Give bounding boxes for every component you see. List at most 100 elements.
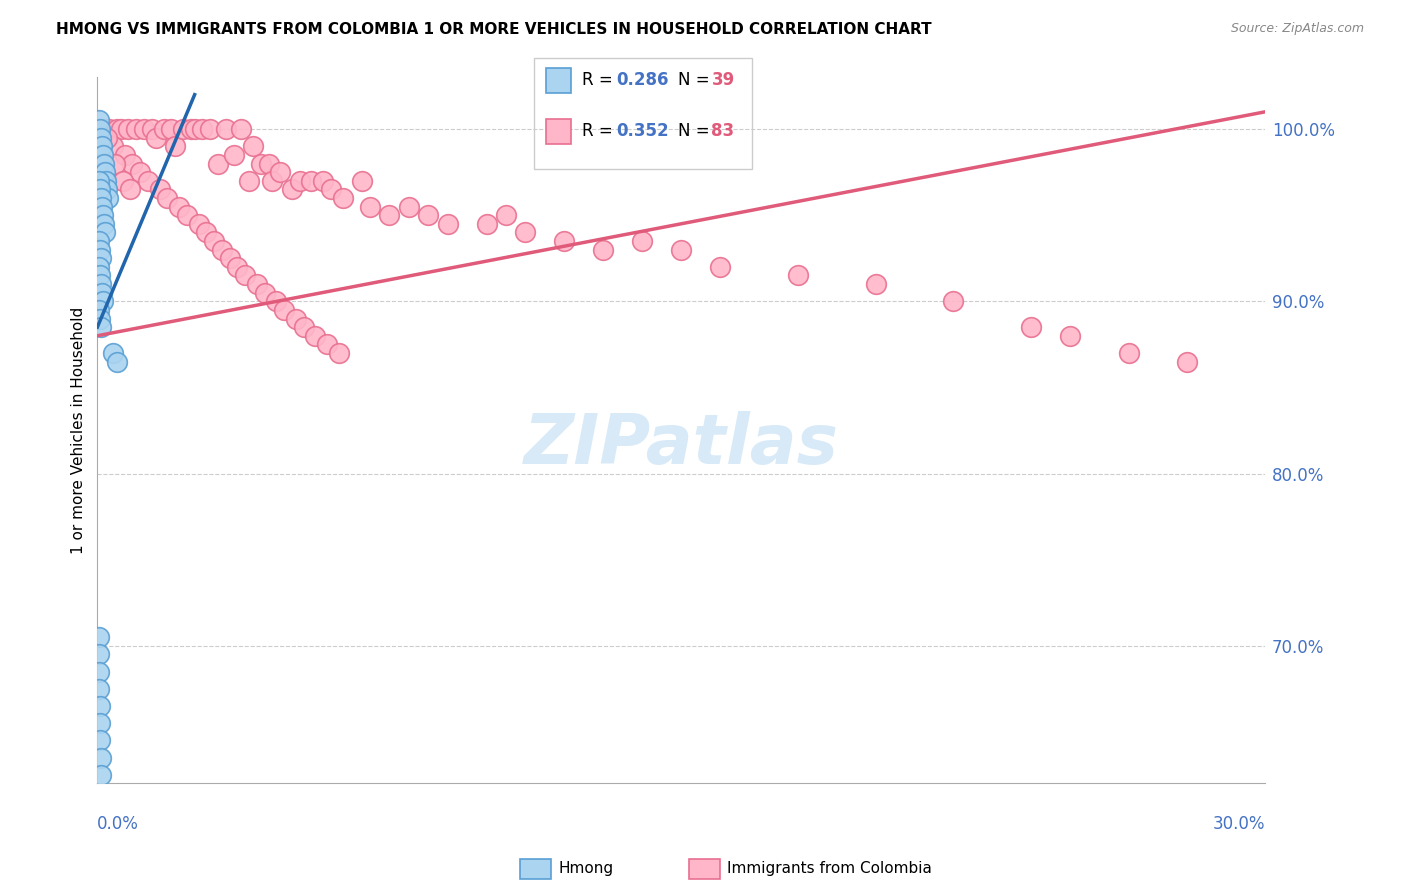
Point [98,122,121,136]
Text: R =: R = [582,122,619,140]
Point [553,234,575,248]
Point [117,122,139,136]
Point [515,226,537,240]
Point [89,716,111,731]
Point [172,122,194,136]
Point [418,208,440,222]
Point [101,346,124,360]
Text: HMONG VS IMMIGRANTS FROM COLOMBIA 1 OR MORE VEHICLES IN HOUSEHOLD CORRELATION CH: HMONG VS IMMIGRANTS FROM COLOMBIA 1 OR M… [56,22,932,37]
Point [90,130,112,145]
Point [328,346,350,360]
Text: ZIPatlas: ZIPatlas [523,411,838,478]
Point [1059,328,1081,343]
Point [195,226,218,240]
Point [378,208,401,222]
Point [475,217,498,231]
Point [91,139,114,153]
Text: N =: N = [678,71,714,89]
Point [211,243,233,257]
Point [136,174,159,188]
Point [91,200,114,214]
Text: 0.286: 0.286 [616,71,668,89]
Point [125,122,148,136]
Point [89,182,111,196]
Point [89,268,111,283]
Point [93,156,115,170]
Point [89,648,111,662]
Point [202,234,225,248]
Point [249,156,271,170]
Point [669,243,692,257]
Point [281,182,304,196]
Point [89,630,111,644]
Point [90,768,112,782]
Text: 0.0%: 0.0% [97,815,139,833]
Point [141,122,163,136]
Point [90,252,112,266]
Point [1118,346,1140,360]
Point [592,243,614,257]
Text: 0.352: 0.352 [616,122,668,140]
Point [160,122,183,136]
Point [91,294,114,309]
Point [233,268,256,283]
Point [89,122,111,136]
Point [105,122,128,136]
Point [312,174,335,188]
Point [111,174,134,188]
Point [101,139,124,153]
Text: R =: R = [582,71,619,89]
Point [156,191,179,205]
Point [215,122,238,136]
Point [96,130,118,145]
Point [104,156,127,170]
Point [89,243,111,257]
Point [129,165,152,179]
Point [786,268,808,283]
Point [1175,354,1198,368]
Point [222,148,245,162]
Point [121,156,143,170]
Text: Hmong: Hmong [558,862,613,876]
Point [120,182,142,196]
Point [207,156,229,170]
Point [110,122,132,136]
Text: 39: 39 [711,71,735,89]
Point [266,294,288,309]
Point [89,174,111,188]
Point [1021,320,1043,334]
Point [292,320,315,334]
Point [191,122,214,136]
Text: Source: ZipAtlas.com: Source: ZipAtlas.com [1230,22,1364,36]
Point [90,320,112,334]
Point [436,217,458,231]
Text: 83: 83 [711,122,734,140]
Point [262,174,284,188]
Point [183,122,205,136]
Point [167,200,190,214]
Point [398,200,420,214]
Point [93,217,115,231]
Point [90,191,112,205]
Point [94,122,117,136]
Point [332,191,354,205]
Point [231,122,253,136]
Point [273,302,295,317]
Point [200,122,222,136]
Point [246,277,269,291]
Point [94,226,117,240]
Point [180,122,202,136]
Point [288,174,311,188]
Point [90,277,112,291]
Point [350,174,373,188]
Point [96,182,118,196]
Text: N =: N = [678,122,714,140]
Point [865,277,887,291]
Point [89,302,111,317]
Point [91,285,114,300]
Point [226,260,249,274]
Point [145,130,167,145]
Text: 30.0%: 30.0% [1212,815,1265,833]
Point [218,252,240,266]
Point [94,174,117,188]
